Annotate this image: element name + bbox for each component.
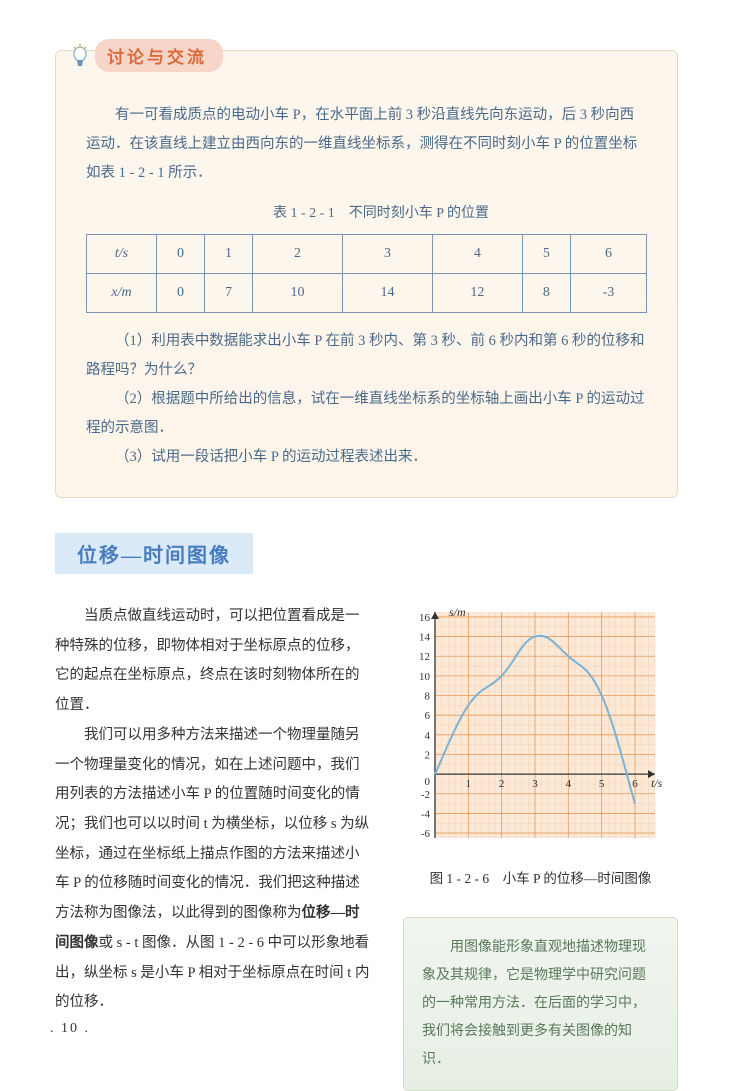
table-row: x/m 0 7 10 14 12 8 -3	[87, 274, 647, 313]
question-1: （1）利用表中数据能求出小车 P 在前 3 秒内、第 3 秒、前 6 秒内和第 …	[86, 327, 647, 385]
svg-text:s/m: s/m	[449, 605, 466, 619]
svg-text:0: 0	[425, 776, 431, 788]
paragraph-2: 我们可以用多种方法来描述一个物理量随另一个物理量变化的情况，如在上述问题中，我们…	[55, 721, 373, 1018]
svg-text:t/s: t/s	[651, 776, 663, 790]
position-table: t/s 0 1 2 3 4 5 6 x/m 0 7 10 14 12 8 -3	[86, 234, 647, 313]
table-cell: 5	[522, 235, 570, 274]
table-cell: -3	[570, 274, 646, 313]
question-2: （2）根据题中所给出的信息，试在一维直线坐标系的坐标轴上画出小车 P 的运动过程…	[86, 385, 647, 443]
svg-text:1: 1	[466, 778, 472, 790]
discussion-section: 讨论与交流 有一可看成质点的电动小车 P，在水平面上前 3 秒沿直线先向东运动，…	[55, 50, 678, 498]
table-row: t/s 0 1 2 3 4 5 6	[87, 235, 647, 274]
svg-text:2: 2	[425, 749, 431, 761]
lightbulb-icon	[71, 42, 89, 70]
table-row-label: t/s	[87, 235, 157, 274]
table-cell: 0	[157, 274, 205, 313]
svg-text:10: 10	[419, 671, 431, 683]
svg-text:2: 2	[499, 778, 505, 790]
svg-text:5: 5	[599, 778, 605, 790]
table-cell: 3	[342, 235, 432, 274]
discussion-tag-label: 讨论与交流	[95, 39, 223, 72]
chart-caption: 图 1 - 2 - 6 小车 P 的位移—时间图像	[403, 867, 678, 887]
table-cell: 1	[204, 235, 252, 274]
svg-text:3: 3	[532, 778, 538, 790]
svg-text:12: 12	[419, 651, 430, 663]
svg-text:4: 4	[566, 778, 572, 790]
question-3: （3）试用一段话把小车 P 的运动过程表述出来．	[86, 443, 647, 472]
table-cell: 0	[157, 235, 205, 274]
svg-text:16: 16	[419, 612, 431, 624]
table-cell: 12	[432, 274, 522, 313]
svg-text:8: 8	[425, 691, 431, 703]
table-row-label: x/m	[87, 274, 157, 313]
svg-text:14: 14	[419, 632, 431, 644]
svg-text:-4: -4	[421, 808, 431, 820]
table-cell: 2	[252, 235, 342, 274]
note-box: 用图像能形象直观地描述物理现象及其规律，它是物理学中研究问题的一种常用方法．在后…	[403, 917, 678, 1091]
table-caption: 表 1 - 2 - 1 不同时刻小车 P 的位置	[86, 200, 647, 228]
main-content: 当质点做直线运动时，可以把位置看成是一种特殊的位移，即物体相对于坐标原点的位移，…	[55, 602, 678, 1091]
table-cell: 8	[522, 274, 570, 313]
svg-text:-6: -6	[421, 828, 431, 840]
discussion-tag: 讨论与交流	[71, 39, 223, 72]
right-column: 123456-6-4-20246810121416s/mt/s 图 1 - 2 …	[403, 602, 678, 1091]
discussion-body: 有一可看成质点的电动小车 P，在水平面上前 3 秒沿直线先向东运动，后 3 秒向…	[86, 101, 647, 472]
displacement-time-chart: 123456-6-4-20246810121416s/mt/s	[403, 602, 673, 852]
table-cell: 14	[342, 274, 432, 313]
table-cell: 4	[432, 235, 522, 274]
left-column: 当质点做直线运动时，可以把位置看成是一种特殊的位移，即物体相对于坐标原点的位移，…	[55, 602, 373, 1091]
svg-text:6: 6	[632, 778, 638, 790]
section-heading: 位移—时间图像	[55, 533, 253, 574]
svg-text:4: 4	[425, 730, 431, 742]
table-cell: 7	[204, 274, 252, 313]
svg-text:-2: -2	[421, 789, 430, 801]
svg-text:6: 6	[425, 710, 431, 722]
page-number: . 10 .	[50, 1021, 90, 1037]
table-cell: 10	[252, 274, 342, 313]
table-cell: 6	[570, 235, 646, 274]
paragraph-1: 当质点做直线运动时，可以把位置看成是一种特殊的位移，即物体相对于坐标原点的位移，…	[55, 602, 373, 721]
discussion-intro: 有一可看成质点的电动小车 P，在水平面上前 3 秒沿直线先向东运动，后 3 秒向…	[86, 101, 647, 188]
